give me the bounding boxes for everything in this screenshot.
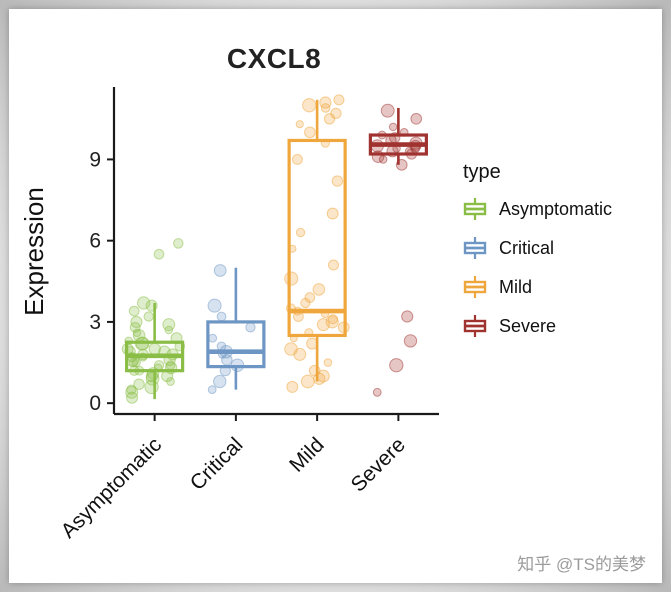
data-point	[319, 96, 332, 109]
data-point	[300, 374, 315, 389]
data-point	[128, 305, 140, 317]
data-point	[326, 207, 339, 220]
data-point	[164, 325, 174, 335]
legend-item-critical: Critical	[461, 235, 651, 261]
y-tick-label: 3	[89, 311, 101, 334]
data-point	[286, 380, 299, 393]
data-point	[295, 227, 306, 238]
y-tick-label: 0	[89, 392, 101, 415]
legend-label: Severe	[499, 315, 557, 336]
x-tick-label: Asymptomatic	[57, 433, 167, 543]
boxplot-chart: 0 3 6 9 Expression Asymptomatic Critical Mild Se…	[19, 87, 439, 543]
x-tick-label: Critical	[186, 433, 248, 495]
data-point	[125, 385, 139, 399]
data-point	[216, 341, 227, 352]
data-point	[173, 238, 184, 249]
data-point	[372, 387, 382, 397]
data-point	[323, 358, 333, 367]
data-point	[213, 374, 227, 389]
x-tick-label: Mild	[285, 433, 328, 476]
watermark: 知乎 @TS的美梦	[517, 555, 646, 574]
data-point	[133, 378, 145, 390]
data-point	[403, 334, 418, 348]
data-point	[401, 310, 414, 323]
legend-item-asymptomatic: Asymptomatic	[461, 196, 651, 222]
data-point	[295, 120, 304, 129]
data-point	[126, 391, 139, 404]
boxplot-key-icon	[463, 198, 487, 220]
data-point	[291, 153, 303, 165]
data-point	[208, 333, 218, 343]
data-point	[162, 318, 176, 332]
data-point	[328, 259, 340, 271]
data-point	[216, 311, 227, 322]
points-severe	[370, 103, 423, 397]
data-point	[143, 311, 154, 322]
chart-title: CXCL8	[226, 43, 322, 74]
data-point	[388, 122, 398, 132]
boxplot-key-icon	[463, 315, 487, 337]
data-point	[207, 298, 222, 313]
legend-item-mild: Mild	[461, 274, 651, 300]
data-point	[284, 271, 299, 286]
data-point	[148, 342, 161, 356]
x-tick-label: Severe	[347, 433, 410, 496]
legend-label: Critical	[499, 237, 555, 258]
y-tick-label: 6	[89, 230, 101, 253]
data-point	[126, 384, 137, 395]
legend-item-severe: Severe	[461, 313, 651, 339]
legend-label: Asymptomatic	[499, 198, 613, 219]
data-point	[153, 248, 165, 260]
data-point	[137, 296, 151, 310]
chart-canvas: CXCL8 0 3 6 9 Expression Asymptomatic Critical…	[9, 9, 662, 583]
legend: type Asymptomatic Critical Mild Severe	[461, 161, 651, 352]
data-point	[304, 292, 316, 303]
data-point	[304, 126, 316, 139]
data-point	[213, 264, 227, 277]
data-point	[130, 315, 143, 328]
box-severe	[368, 107, 428, 165]
box-critical	[206, 267, 266, 390]
data-point	[327, 314, 339, 325]
points-critical	[207, 264, 256, 395]
data-point	[330, 107, 342, 120]
y-axis-label: Expression	[19, 187, 49, 316]
data-point	[302, 98, 317, 113]
data-point	[284, 342, 298, 356]
legend-title: type	[463, 161, 501, 183]
box	[287, 138, 347, 338]
y-tick-label: 9	[89, 148, 101, 171]
data-point	[380, 103, 395, 118]
box	[206, 320, 266, 369]
data-point	[333, 94, 345, 106]
data-point	[207, 385, 217, 395]
box-mild	[287, 99, 347, 382]
data-point	[410, 112, 423, 125]
data-point	[325, 315, 339, 329]
data-point	[331, 175, 344, 187]
legend-label: Mild	[499, 276, 533, 297]
boxplot-key-icon	[463, 276, 487, 298]
data-point	[389, 358, 404, 373]
data-point	[153, 360, 165, 371]
box-asymptomatic	[125, 302, 185, 400]
data-point	[312, 283, 326, 296]
boxplot-key-icon	[463, 237, 487, 259]
data-point	[245, 322, 256, 333]
